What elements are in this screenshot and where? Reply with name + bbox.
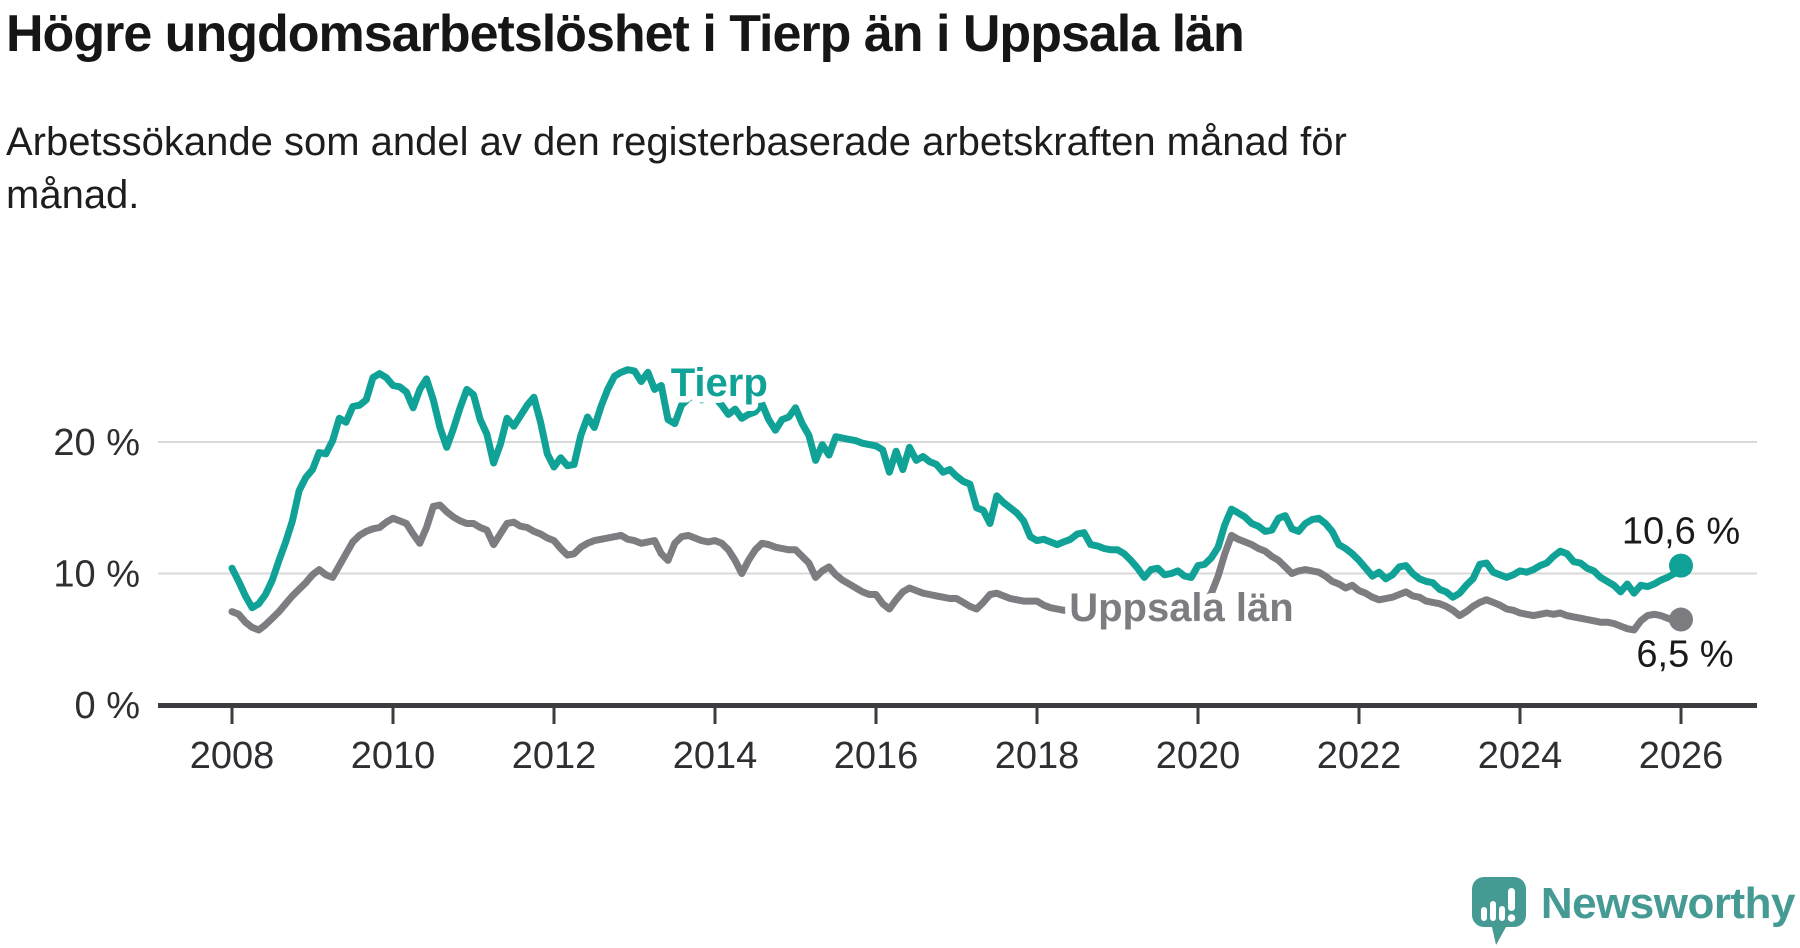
series-end-dot-0 [1669, 553, 1693, 578]
page-title: Högre ungdomsarbetslöshet i Tierp än i U… [6, 5, 1245, 63]
x-tick-label-2014: 2014 [673, 735, 758, 777]
newsworthy-brand-text: Newsworthy [1540, 879, 1796, 928]
series-end-value-0: 10,6 % [1622, 511, 1740, 553]
chart-subtitle: Arbetssökande som andel av den registerb… [6, 116, 1347, 222]
y-tick-label-10: 10 % [53, 554, 140, 596]
x-tick-label-2024: 2024 [1478, 735, 1563, 777]
series-label-0: Tierp [671, 361, 768, 405]
newsworthy-logo-icon [1471, 877, 1526, 945]
subtitle-line-2: månad. [6, 173, 140, 218]
x-tick-label-2016: 2016 [834, 735, 919, 777]
newsworthy-brand: Newsworthy [1471, 876, 1796, 946]
y-tick-label-0: 0 % [75, 685, 140, 727]
x-tick-label-2018: 2018 [995, 735, 1080, 777]
x-tick-label-2012: 2012 [512, 735, 597, 777]
series-line-1 [228, 501, 1685, 634]
subtitle-line-1: Arbetssökande som andel av den registerb… [6, 120, 1347, 164]
series-line-0 [228, 366, 1685, 612]
series-end-dot-1 [1669, 607, 1693, 632]
series-end-value-1: 6,5 % [1636, 634, 1733, 676]
series-label-1: Uppsala län [1069, 586, 1294, 630]
x-tick-label-2022: 2022 [1317, 735, 1402, 777]
x-tick-label-2026: 2026 [1639, 735, 1724, 777]
x-tick-label-2008: 2008 [190, 735, 275, 777]
x-tick-label-2010: 2010 [351, 735, 436, 777]
x-tick-label-2020: 2020 [1156, 735, 1241, 777]
y-tick-label-20: 20 % [53, 422, 140, 464]
